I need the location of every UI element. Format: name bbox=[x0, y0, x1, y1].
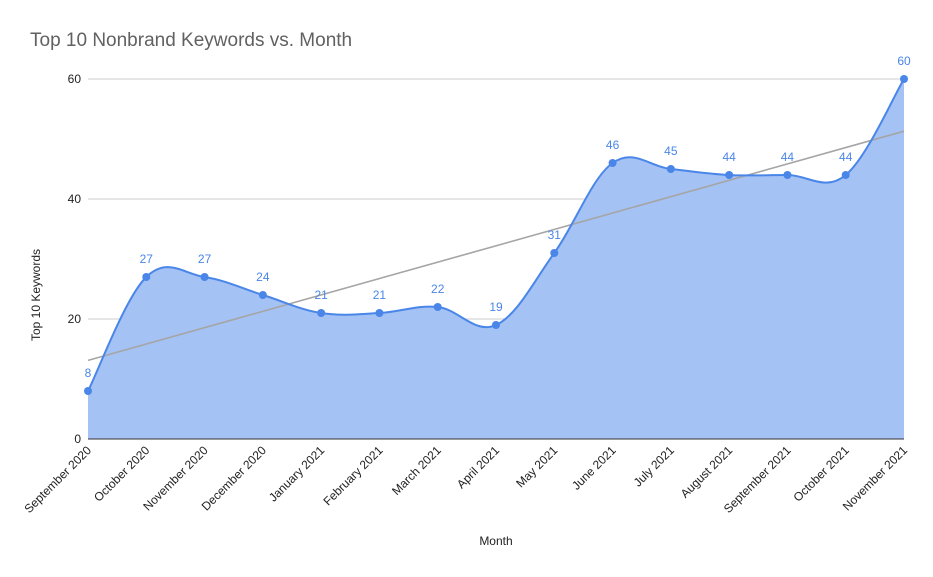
data-point bbox=[84, 387, 92, 395]
data-point bbox=[142, 273, 151, 281]
x-tick-label: February 2021 bbox=[320, 443, 385, 508]
data-label: 19 bbox=[489, 300, 503, 314]
x-axis-title: Month bbox=[479, 534, 512, 548]
data-point bbox=[375, 309, 384, 317]
data-label: 44 bbox=[839, 150, 853, 164]
x-tick-label: October 2021 bbox=[791, 443, 853, 505]
data-label: 27 bbox=[198, 252, 212, 266]
y-axis-title: Top 10 Keywords bbox=[29, 249, 43, 341]
data-label: 21 bbox=[314, 288, 328, 302]
y-tick-label: 0 bbox=[74, 432, 81, 446]
x-tick-label: June 2021 bbox=[569, 443, 619, 493]
data-label: 60 bbox=[897, 54, 911, 68]
data-label: 44 bbox=[722, 150, 736, 164]
data-point bbox=[783, 171, 792, 179]
data-point bbox=[433, 303, 442, 311]
y-tick-label: 40 bbox=[68, 192, 82, 206]
y-tick-label: 20 bbox=[68, 312, 82, 326]
data-point bbox=[725, 171, 734, 179]
x-tick-label: August 2021 bbox=[678, 443, 736, 501]
chart-title: Top 10 Nonbrand Keywords vs. Month bbox=[30, 30, 353, 51]
x-tick-label: July 2021 bbox=[631, 443, 677, 489]
x-tick-label: October 2020 bbox=[91, 443, 153, 505]
y-tick-label: 60 bbox=[68, 72, 82, 86]
data-label: 45 bbox=[664, 144, 678, 158]
data-point bbox=[841, 171, 850, 179]
data-point bbox=[608, 159, 617, 167]
data-label: 24 bbox=[256, 270, 270, 284]
data-point bbox=[900, 75, 908, 83]
trendline bbox=[87, 130, 905, 362]
x-tick-label: April 2021 bbox=[454, 443, 502, 491]
data-point bbox=[258, 291, 267, 299]
data-label: 8 bbox=[85, 366, 92, 380]
x-tick-label: September 2020 bbox=[21, 443, 94, 516]
data-label: 27 bbox=[140, 252, 154, 266]
x-tick-label: January 2021 bbox=[266, 443, 328, 505]
x-tick-label: March 2021 bbox=[389, 443, 444, 498]
data-label: 46 bbox=[606, 138, 620, 152]
data-label: 44 bbox=[781, 150, 795, 164]
data-point bbox=[550, 249, 559, 257]
data-point bbox=[200, 273, 209, 281]
data-point bbox=[317, 309, 326, 317]
series-area bbox=[88, 79, 904, 439]
data-label: 31 bbox=[548, 228, 562, 242]
data-label: 22 bbox=[431, 282, 445, 296]
data-label: 21 bbox=[373, 288, 387, 302]
x-tick-label: May 2021 bbox=[513, 443, 560, 490]
data-point bbox=[666, 165, 675, 173]
data-point bbox=[492, 321, 500, 329]
